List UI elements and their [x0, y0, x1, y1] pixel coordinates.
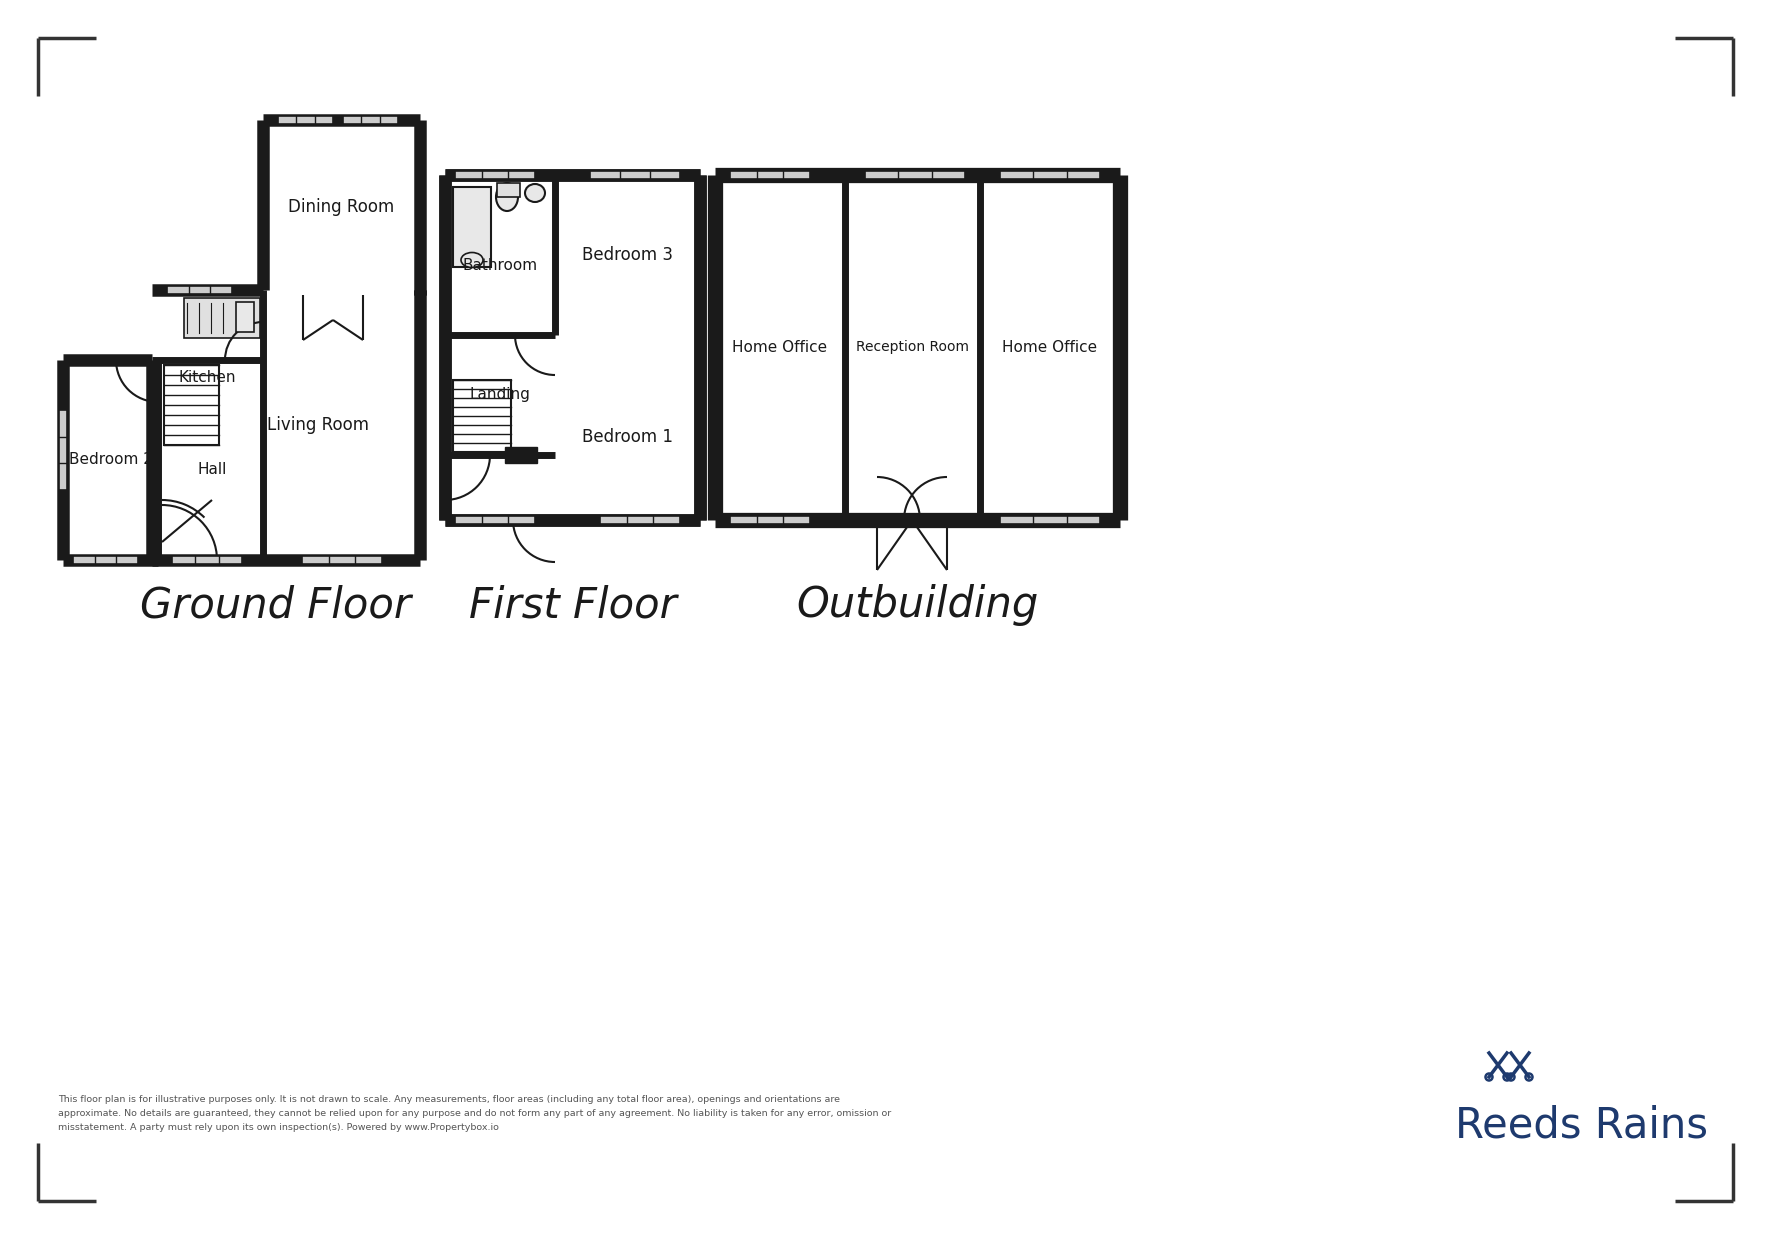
Bar [264, 120, 420, 295]
Text: Hall: Hall [198, 462, 227, 477]
Text: Reeds Rains: Reeds Rains [1456, 1105, 1707, 1147]
Text: Ground Floor: Ground Floor [140, 584, 411, 626]
Bar [73, 556, 138, 564]
Text: Reception Room: Reception Room [855, 341, 969, 354]
Ellipse shape [496, 183, 517, 211]
Bar [172, 556, 243, 564]
Text: Landing: Landing [469, 388, 531, 403]
Bar [445, 175, 700, 520]
Bar [455, 515, 535, 524]
Bar [166, 286, 232, 294]
Bar [453, 187, 491, 266]
Text: Bedroom 1: Bedroom 1 [583, 429, 673, 446]
Bar [455, 171, 535, 178]
Bar [64, 361, 158, 560]
Bar [730, 515, 809, 524]
Bar [1001, 515, 1100, 524]
Bar [1001, 171, 1100, 178]
Bar [505, 447, 537, 463]
Bar [590, 171, 680, 178]
Bar [715, 175, 1119, 520]
Bar [600, 515, 680, 524]
Text: Bedroom 2: Bedroom 2 [69, 452, 152, 467]
Bar [864, 171, 965, 178]
Text: Home Office: Home Office [733, 339, 827, 356]
Text: Dining Room: Dining Room [289, 198, 395, 217]
Text: Kitchen: Kitchen [179, 369, 236, 384]
Text: First Floor: First Floor [469, 584, 677, 626]
Bar [344, 116, 398, 124]
Ellipse shape [524, 185, 545, 202]
Bar [165, 366, 220, 445]
Bar [278, 116, 333, 124]
Text: Bedroom 3: Bedroom 3 [583, 247, 673, 264]
Bar [730, 171, 809, 178]
Ellipse shape [460, 253, 483, 268]
Text: Home Office: Home Office [1002, 339, 1098, 356]
Bar [453, 380, 512, 452]
Bar [303, 556, 383, 564]
Text: Outbuilding: Outbuilding [797, 584, 1038, 626]
Bar [184, 299, 260, 338]
Text: This floor plan is for illustrative purposes only. It is not drawn to scale. Any: This floor plan is for illustrative purp… [58, 1095, 891, 1131]
Text: Living Room: Living Room [267, 416, 368, 434]
Bar [152, 290, 420, 560]
Text: Bathroom: Bathroom [462, 258, 538, 273]
Bar [58, 410, 67, 489]
Bar [498, 183, 521, 197]
Bar [236, 302, 253, 332]
